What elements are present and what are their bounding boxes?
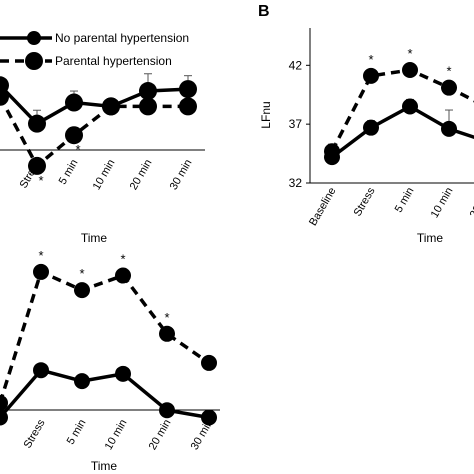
legend-marker-solid [27, 31, 41, 45]
data-point [179, 80, 197, 99]
legend-label-parental-hypertension: Parental hypertension [55, 54, 172, 68]
significance-star: * [120, 252, 125, 267]
panel-b: 32 37 42 Baseline Stress 5 min 10 min 20 min Tim… [259, 28, 474, 245]
data-point [179, 97, 197, 116]
significance-star: * [368, 52, 373, 67]
data-point [33, 362, 49, 379]
x-tick-label: 10 min [91, 158, 118, 193]
y-tick-label: 37 [289, 117, 303, 131]
data-point [402, 62, 418, 79]
data-point [159, 325, 175, 342]
data-point [65, 93, 83, 112]
significance-star: * [164, 310, 169, 325]
significance-star: * [75, 142, 80, 157]
data-point [363, 67, 379, 84]
significance-star: * [38, 248, 43, 263]
data-point [441, 120, 457, 137]
data-point [33, 263, 49, 280]
data-point [65, 126, 83, 145]
y-tick-label: 42 [289, 58, 303, 72]
data-point [139, 97, 157, 116]
x-tick-label: Stress [352, 185, 378, 218]
x-tick-label: 20 min [468, 186, 474, 221]
x-tick-label: Stress [22, 417, 48, 450]
x-axis-title: Time [417, 231, 444, 245]
x-tick-label: 20 min [128, 158, 155, 193]
x-tick-label: Baseline [307, 186, 338, 229]
x-tick-label: 5 min [393, 186, 417, 215]
data-point [201, 409, 217, 426]
data-point-partial [0, 394, 8, 411]
x-tick-label: 5 min [57, 158, 81, 187]
significance-star: * [79, 266, 84, 281]
data-point [74, 282, 90, 299]
legend-marker-dashed [25, 52, 43, 70]
x-tick-label: 20 min [147, 418, 174, 453]
data-point [28, 114, 46, 133]
legend: No parental hypertension Parental hypert… [0, 31, 189, 70]
x-axis-title: Time [81, 231, 108, 245]
data-point [402, 98, 418, 115]
legend-label-no-parental-hypertension: No parental hypertension [55, 31, 189, 45]
significance-star: * [446, 64, 451, 79]
y-tick-label: 32 [289, 176, 303, 190]
y-axis-title: LFnu [259, 101, 273, 128]
x-axis-title: Time [91, 459, 118, 473]
series-line-parental-hypertension [0, 95, 188, 169]
data-point [74, 373, 90, 390]
x-tick-label: 10 min [429, 186, 456, 221]
significance-star: * [38, 173, 43, 188]
data-point [102, 97, 120, 116]
data-point [159, 402, 175, 419]
data-point [363, 119, 379, 136]
data-point [115, 365, 131, 382]
data-point [201, 354, 217, 371]
data-point [324, 143, 340, 160]
series-line-parental-hypertension [0, 269, 210, 404]
data-point [139, 82, 157, 101]
x-tick-label: 5 min [65, 418, 89, 447]
data-point-partial [0, 409, 8, 426]
x-tick-label: 30 min [168, 158, 195, 193]
significance-star: * [407, 46, 412, 61]
data-point [28, 156, 46, 175]
data-point [441, 79, 457, 96]
data-point [115, 267, 131, 284]
data-point-partial [0, 87, 9, 106]
x-tick-label: 10 min [103, 418, 130, 453]
panel-letter-b: B [258, 3, 270, 20]
